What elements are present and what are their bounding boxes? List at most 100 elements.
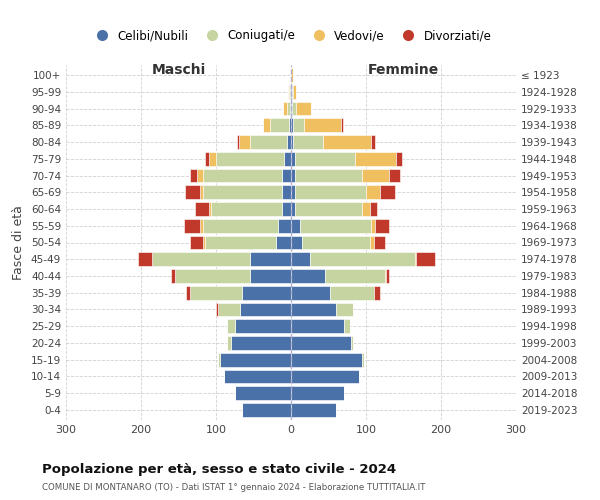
Bar — [250, 252, 291, 266]
Bar — [295, 186, 366, 199]
Bar — [231, 336, 291, 350]
Bar — [282, 202, 291, 216]
Bar — [220, 353, 291, 366]
Bar — [289, 118, 291, 132]
Bar — [151, 252, 152, 266]
Bar — [362, 353, 364, 366]
Bar — [291, 219, 300, 232]
Bar — [290, 85, 291, 98]
Bar — [291, 320, 343, 333]
Bar — [341, 118, 343, 132]
Bar — [291, 286, 330, 300]
Bar — [370, 236, 373, 250]
Bar — [330, 286, 373, 300]
Bar — [295, 168, 362, 182]
Bar — [218, 302, 240, 316]
Bar — [203, 186, 282, 199]
Bar — [185, 186, 199, 199]
Bar — [205, 236, 276, 250]
Bar — [416, 252, 435, 266]
Bar — [291, 135, 293, 149]
Bar — [199, 186, 203, 199]
Bar — [291, 370, 359, 384]
Bar — [325, 269, 385, 283]
Bar — [291, 68, 293, 82]
Bar — [291, 152, 295, 166]
Bar — [235, 320, 291, 333]
Text: COMUNE DI MONTANARO (TO) - Dati ISTAT 1° gennaio 2024 - Elaborazione TUTTITALIA.: COMUNE DI MONTANARO (TO) - Dati ISTAT 1°… — [42, 484, 425, 492]
Bar — [284, 152, 291, 166]
Bar — [371, 135, 375, 149]
Bar — [362, 202, 370, 216]
Bar — [355, 152, 396, 166]
Legend: Celibi/Nubili, Coniugati/e, Vedovi/e, Divorziati/e: Celibi/Nubili, Coniugati/e, Vedovi/e, Di… — [86, 25, 496, 47]
Bar — [291, 85, 292, 98]
Bar — [186, 286, 190, 300]
Bar — [291, 118, 293, 132]
Bar — [282, 186, 291, 199]
Bar — [385, 269, 386, 283]
Bar — [235, 386, 291, 400]
Bar — [304, 118, 341, 132]
Bar — [386, 269, 389, 283]
Bar — [291, 252, 310, 266]
Text: Maschi: Maschi — [151, 64, 206, 78]
Bar — [351, 336, 353, 350]
Bar — [291, 302, 336, 316]
Bar — [373, 236, 385, 250]
Bar — [290, 102, 291, 116]
Bar — [218, 353, 220, 366]
Y-axis label: Fasce di età: Fasce di età — [13, 205, 25, 280]
Bar — [200, 219, 203, 232]
Bar — [240, 302, 291, 316]
Bar — [389, 168, 400, 182]
Bar — [291, 102, 292, 116]
Bar — [277, 219, 291, 232]
Bar — [293, 135, 323, 149]
Bar — [300, 219, 371, 232]
Bar — [292, 102, 296, 116]
Bar — [152, 252, 250, 266]
Bar — [366, 186, 380, 199]
Bar — [291, 168, 295, 182]
Bar — [380, 186, 395, 199]
Bar — [282, 168, 291, 182]
Bar — [371, 219, 375, 232]
Bar — [197, 168, 203, 182]
Bar — [276, 236, 291, 250]
Y-axis label: Anni di nascita: Anni di nascita — [597, 196, 600, 289]
Bar — [336, 302, 353, 316]
Text: Femmine: Femmine — [368, 64, 439, 78]
Bar — [211, 202, 282, 216]
Bar — [310, 252, 415, 266]
Bar — [291, 269, 325, 283]
Bar — [415, 252, 416, 266]
Bar — [171, 269, 175, 283]
Bar — [209, 202, 211, 216]
Bar — [291, 186, 295, 199]
Bar — [242, 286, 291, 300]
Bar — [227, 336, 231, 350]
Bar — [291, 336, 351, 350]
Bar — [291, 353, 362, 366]
Bar — [216, 302, 218, 316]
Bar — [175, 269, 250, 283]
Bar — [289, 85, 290, 98]
Bar — [295, 202, 362, 216]
Bar — [287, 102, 290, 116]
Bar — [283, 102, 287, 116]
Bar — [292, 85, 293, 98]
Bar — [296, 102, 311, 116]
Bar — [263, 118, 270, 132]
Bar — [203, 168, 282, 182]
Bar — [195, 202, 209, 216]
Bar — [216, 152, 284, 166]
Bar — [184, 219, 200, 232]
Bar — [323, 135, 371, 149]
Bar — [370, 202, 377, 216]
Bar — [190, 236, 203, 250]
Bar — [270, 118, 289, 132]
Bar — [138, 252, 151, 266]
Bar — [190, 286, 242, 300]
Bar — [396, 152, 402, 166]
